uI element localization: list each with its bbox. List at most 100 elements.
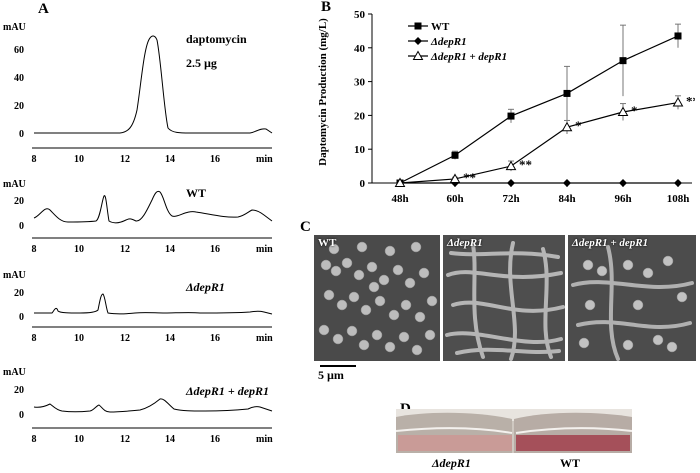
chrom-unit: mAU [3,270,26,281]
y-tick-label: 20 [354,110,366,122]
xtick: 16 [210,154,220,165]
sem-label: WT [318,237,337,249]
panel-letter-c: C [300,219,311,235]
xtick: 14 [165,244,175,255]
data-point [563,89,571,97]
series-line [399,35,679,184]
data-point [617,106,629,117]
x-tick-label: 72h [502,193,519,205]
significance-label: ** [519,157,532,172]
significance-label: ** [463,170,476,185]
ytick: 0 [19,221,24,232]
y-tick-label: 0 [360,178,366,190]
data-point [449,173,461,183]
flask-illustration [396,409,632,453]
data-point [563,179,571,187]
xtick: 10 [74,333,84,344]
flask-label-right: WT [560,456,581,470]
data-point [507,179,515,187]
ytick: 20 [14,101,24,112]
x-tick-label: 48h [391,193,408,205]
data-point [674,179,682,187]
xtick: 10 [74,154,84,165]
x-unit: min [256,434,273,445]
xtick: 12 [120,434,130,445]
x-unit: min [256,333,273,344]
data-point [672,97,684,107]
sem-label: ΔdepR1 [447,237,483,249]
x-tick-label: 108h [667,193,690,205]
x-tick-label: 84h [558,193,575,205]
panel-letter-b: B [321,0,332,15]
ytick: 0 [19,312,24,323]
chrom-trace [34,293,273,315]
ytick: 20 [14,385,24,396]
chrom-label: WT [186,186,206,200]
ytick: 20 [14,196,24,207]
ytick: 20 [14,288,24,299]
sem-image-depr1: ΔdepR1 [443,235,565,361]
ytick: 40 [14,73,24,84]
chromatogram-panel: mAU 0 20 40 60 daptomycin 2.5 µg 8 10 12… [3,22,273,445]
xtick: 16 [210,244,220,255]
ytick: 0 [19,410,24,421]
flask-label-left: ΔdepR1 [432,456,471,470]
xtick: 12 [120,244,130,255]
legend-label: ΔdepR1 [430,36,467,48]
chromatogram-depr1: mAU 0 20 ΔdepR1 8 10 12 14 16 min [3,270,273,344]
scale-bar-label: 5 µm [318,368,344,382]
data-point [674,32,682,40]
y-axis-label: Daptomycin Production (mg/L) [317,18,329,166]
sem-image-wt: WT [314,235,440,361]
xtick: 12 [120,154,130,165]
scale-bar [320,365,356,367]
chrom-unit: mAU [3,22,26,33]
data-point [505,160,517,171]
sem-texture [314,235,440,361]
chrom-trace [33,398,273,413]
y-tick-label: 40 [354,43,366,55]
legend-label: WT [431,21,450,33]
sem-texture [568,235,696,361]
y-tick-label: 10 [354,144,366,156]
significance-label: * [631,103,638,118]
panel-letter-a: A [38,1,49,17]
xtick: 8 [32,244,37,255]
chrom-label: ΔdepR1 [185,280,225,294]
sem-image-complemented: ΔdepR1 + depR1 [568,235,696,361]
data-point [414,22,422,30]
data-point [414,37,422,45]
x-tick-label: 96h [614,193,631,205]
flask-photo [396,409,632,453]
xtick: 8 [32,434,37,445]
data-point [561,121,573,132]
xtick: 12 [120,333,130,344]
xtick: 14 [165,154,175,165]
x-unit: min [256,154,273,165]
y-tick-label: 30 [354,77,366,89]
xtick: 16 [210,333,220,344]
chromatogram-wt: mAU 0 20 WT 8 10 12 14 16 min [3,179,273,255]
chrom-sublabel: 2.5 µg [186,56,217,70]
chrom-unit: mAU [3,179,26,190]
x-unit: min [256,244,273,255]
chrom-trace [34,35,273,134]
production-line-chart: Daptomycin Production (mg/L) 0 10 20 30 40 50… [317,9,695,205]
chrom-unit: mAU [3,367,26,378]
xtick: 14 [165,333,175,344]
y-tick-label: 50 [354,9,366,21]
significance-label: ** [686,94,695,109]
data-point [412,50,424,60]
legend-label: ΔdepR1 + depR1 [430,51,507,63]
sem-texture [443,235,565,361]
xtick: 16 [210,434,220,445]
ytick: 60 [14,45,24,56]
chrom-label: ΔdepR1 + depR1 [185,384,269,398]
series-line [399,101,679,184]
chromatogram-daptomycin: mAU 0 20 40 60 daptomycin 2.5 µg 8 10 12… [3,22,273,165]
chromatogram-complemented: mAU 0 20 ΔdepR1 + depR1 8 10 12 14 16 mi… [3,367,273,445]
data-point [394,177,406,187]
chrom-trace [33,190,273,224]
data-point [619,57,627,65]
xtick: 8 [32,154,37,165]
